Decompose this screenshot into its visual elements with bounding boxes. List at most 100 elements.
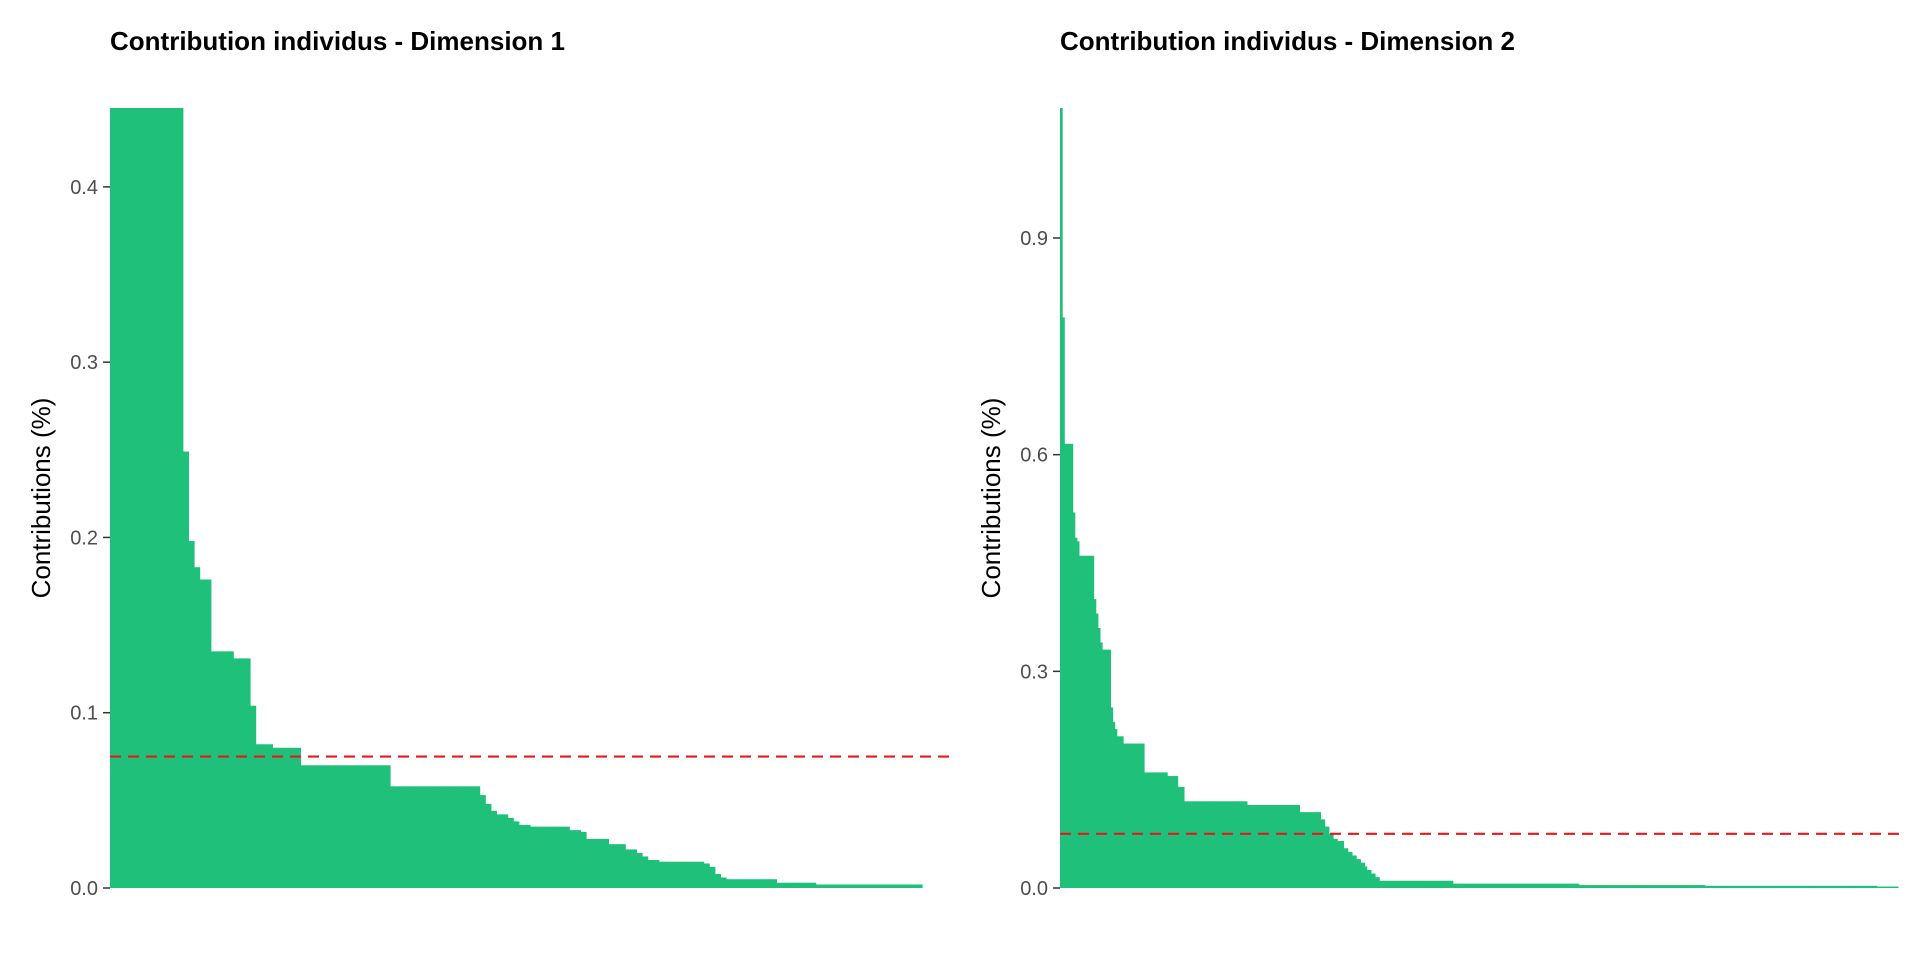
bar: [1851, 885, 1855, 888]
bar: [171, 108, 178, 888]
bar: [1207, 801, 1210, 888]
bar: [1480, 883, 1483, 888]
bar: [653, 859, 660, 888]
bar: [1572, 883, 1576, 888]
bar: [1316, 812, 1319, 888]
bar: [1070, 443, 1074, 888]
bar: [1091, 555, 1095, 888]
bar: [1681, 885, 1685, 888]
bar: [1341, 841, 1345, 888]
bar: [1078, 555, 1082, 888]
bar: [1326, 826, 1330, 888]
bar: [1192, 801, 1195, 888]
bar: [1580, 885, 1584, 888]
bar: [1862, 885, 1865, 888]
bar: [1845, 885, 1849, 888]
bar: [1526, 883, 1529, 888]
bar: [1093, 599, 1097, 888]
bar: [1633, 885, 1636, 888]
bar: [1417, 880, 1420, 888]
bar: [1274, 804, 1277, 888]
bar: [860, 884, 867, 888]
bar: [1097, 628, 1101, 888]
bar: [1532, 883, 1536, 888]
y-tick-label: 0.6: [1020, 445, 1048, 467]
bar: [1501, 883, 1504, 888]
y-tick-label: 0.2: [70, 527, 98, 549]
bar: [1261, 804, 1265, 888]
bar: [1181, 786, 1185, 888]
bar: [1356, 859, 1359, 888]
bar: [1700, 885, 1704, 888]
bar: [1614, 885, 1618, 888]
bar: [1494, 883, 1498, 888]
bar: [238, 658, 245, 888]
bar: [1490, 883, 1494, 888]
bar: [1408, 880, 1412, 888]
bar: [1412, 880, 1416, 888]
bar: [1805, 885, 1809, 888]
bar: [1782, 885, 1786, 888]
bar: [1853, 885, 1857, 888]
bar: [1662, 885, 1666, 888]
bar: [205, 579, 212, 888]
bar: [602, 838, 609, 888]
bar: [502, 814, 509, 888]
bar: [1076, 541, 1080, 888]
bar: [1702, 885, 1706, 888]
bar: [160, 108, 167, 888]
bar: [580, 831, 587, 888]
bar: [1803, 885, 1807, 888]
bar: [1807, 885, 1811, 888]
bar: [1811, 885, 1815, 888]
bar: [765, 879, 772, 888]
bar: [1280, 804, 1284, 888]
bar: [1463, 883, 1466, 888]
bar: [1324, 826, 1328, 888]
bar: [1333, 838, 1336, 888]
bar: [1574, 883, 1578, 888]
bar: [1820, 885, 1823, 888]
bar: [1761, 885, 1765, 888]
bar: [1492, 883, 1496, 888]
bar: [1675, 885, 1678, 888]
bar: [1864, 885, 1867, 888]
bar: [1627, 885, 1630, 888]
bar: [1522, 883, 1525, 888]
bar: [1236, 801, 1240, 888]
bar: [1488, 883, 1492, 888]
bar: [1169, 776, 1172, 888]
bar: [1513, 883, 1517, 888]
bar: [1293, 804, 1296, 888]
bar: [524, 824, 531, 888]
bar: [462, 786, 469, 888]
bar: [1593, 885, 1597, 888]
bar: [446, 786, 453, 888]
bar: [1202, 801, 1206, 888]
bar: [1442, 880, 1445, 888]
bar: [1891, 886, 1895, 888]
bar: [1158, 772, 1162, 888]
bar: [1429, 880, 1433, 888]
bar: [1351, 855, 1355, 888]
bar: [1251, 804, 1254, 888]
bar: [1767, 885, 1771, 888]
bar: [513, 821, 520, 888]
bar: [289, 747, 296, 888]
bar: [1312, 812, 1315, 888]
bar: [1843, 885, 1846, 888]
bar: [1757, 885, 1760, 888]
bar: [1595, 885, 1599, 888]
bar: [1232, 801, 1235, 888]
bar: [1230, 801, 1233, 888]
bar: [434, 786, 441, 888]
bar: [1883, 886, 1886, 888]
bar: [1234, 801, 1237, 888]
bar: [1414, 880, 1418, 888]
bar: [149, 108, 156, 888]
bar: [1066, 443, 1069, 888]
bar: [1133, 743, 1137, 888]
bar: [1801, 885, 1804, 888]
bar: [1673, 885, 1676, 888]
bar: [1404, 880, 1408, 888]
